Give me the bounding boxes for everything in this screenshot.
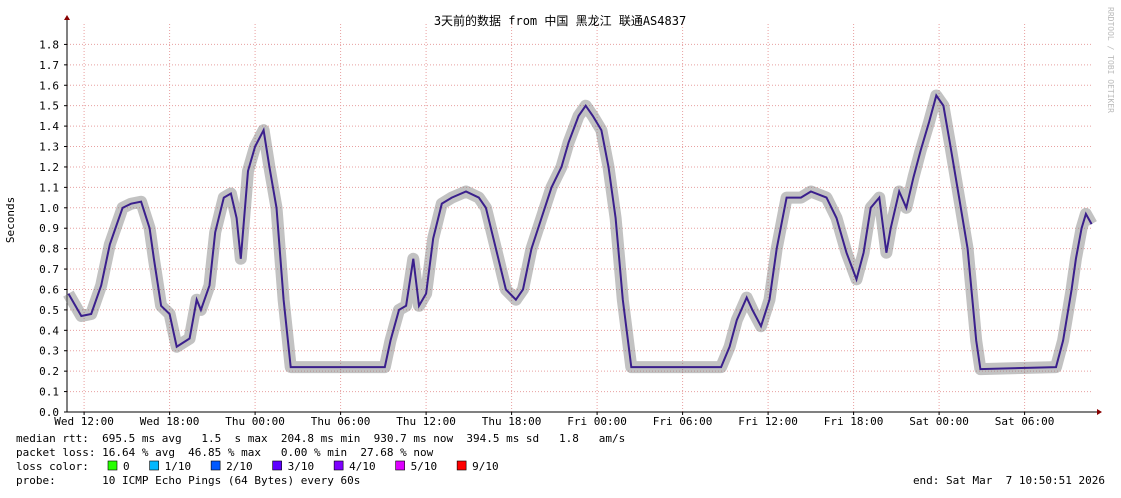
y-tick-label: 0.5 [39,304,59,317]
legend-label: 2/10 [226,460,253,473]
median-line [67,93,1093,371]
legend-label: 1/10 [165,460,192,473]
y-tick-label: 0.8 [39,243,59,256]
y-axis-arrow [64,15,70,20]
y-tick-label: 1.0 [39,202,59,215]
y-tick-label: 1.1 [39,181,59,194]
legend-label: 0 [123,460,130,473]
probe-info: probe: 10 ICMP Echo Pings (64 Bytes) eve… [16,474,360,487]
loss-legend-label: loss color: [16,460,89,473]
legend-label: 3/10 [288,460,315,473]
y-tick-label: 0.0 [39,406,59,419]
y-tick-label: 0.3 [39,345,59,358]
legend-label: 9/10 [472,460,499,473]
y-tick-label: 1.4 [39,120,59,133]
x-tick-label: Wed 12:00 [54,415,114,428]
x-tick-label: Thu 00:00 [225,415,285,428]
y-tick-label: 1.5 [39,100,59,113]
legend-swatch [210,460,221,471]
x-tick-label: Thu 06:00 [311,415,371,428]
chart-title: 3天前的数据 from 中国 黑龙江 联通AS4837 [434,13,686,28]
x-axis-arrow [1097,409,1102,415]
legend-swatch [149,460,159,471]
smoke [63,89,1097,376]
y-tick-label: 1.7 [39,59,59,72]
y-axis-label: Seconds [4,197,17,243]
x-tick-label: Fri 00:00 [567,415,627,428]
y-tick-label: 1.8 [39,38,59,51]
y-tick-label: 0.9 [39,222,59,235]
x-tick-label: Thu 18:00 [482,415,542,428]
y-tick-label: 1.3 [39,141,59,154]
x-tick-label: Wed 18:00 [140,415,200,428]
x-tick-label: Fri 18:00 [824,415,884,428]
y-tick-label: 1.6 [39,79,59,92]
x-tick-label: Sat 00:00 [909,415,969,428]
x-tick-label: Fri 06:00 [653,415,713,428]
legend-swatch [333,460,344,471]
y-tick-label: 0.7 [39,263,59,276]
legend-swatch [107,460,118,471]
x-tick-label: Thu 12:00 [396,415,456,428]
median-stats: median rtt: 695.5 ms avg 1.5 s max 204.8… [16,432,625,445]
legend-swatch [272,460,282,471]
y-tick-label: 0.4 [39,324,59,337]
legend-swatch [456,460,467,471]
y-tick-label: 0.6 [39,283,59,296]
x-tick-label: Sat 06:00 [995,415,1055,428]
end-time: end: Sat Mar 7 10:50:51 2026 [913,474,1105,487]
y-tick-label: 1.2 [39,161,59,174]
y-tick-label: 0.2 [39,365,59,378]
loss-stats: packet loss: 16.64 % avg 46.85 % max 0.0… [16,446,434,459]
legend-label: 4/10 [349,460,376,473]
legend-swatch [395,460,405,471]
y-tick-label: 0.1 [39,386,59,399]
watermark: RRDTOOL / TOBI OETIKER [1106,7,1115,113]
x-tick-label: Fri 12:00 [738,415,798,428]
legend-label: 5/10 [411,460,438,473]
